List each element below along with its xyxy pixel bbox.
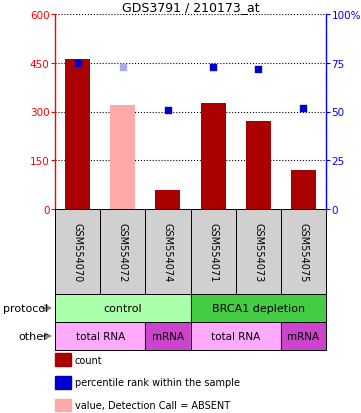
Text: count: count xyxy=(75,355,103,365)
Bar xyxy=(55,322,145,350)
Bar xyxy=(156,190,180,209)
Title: GDS3791 / 210173_at: GDS3791 / 210173_at xyxy=(122,1,259,14)
Bar xyxy=(55,294,191,322)
Text: control: control xyxy=(104,303,142,313)
Bar xyxy=(191,294,326,322)
Bar xyxy=(110,106,135,209)
Text: other: other xyxy=(18,331,48,341)
Text: BRCA1 depletion: BRCA1 depletion xyxy=(212,303,305,313)
Text: GSM554074: GSM554074 xyxy=(163,222,173,281)
Bar xyxy=(201,104,226,209)
Point xyxy=(210,64,216,71)
Text: percentile rank within the sample: percentile rank within the sample xyxy=(75,377,240,387)
Point xyxy=(165,107,171,114)
Bar xyxy=(191,322,281,350)
Bar xyxy=(246,122,271,209)
Bar xyxy=(281,322,326,350)
Point xyxy=(300,105,306,112)
Text: GSM554075: GSM554075 xyxy=(299,222,308,282)
Text: GSM554070: GSM554070 xyxy=(73,222,83,281)
Bar xyxy=(65,60,90,209)
Point xyxy=(255,66,261,73)
Text: GSM554071: GSM554071 xyxy=(208,222,218,281)
Bar xyxy=(291,171,316,209)
Text: protocol: protocol xyxy=(3,303,48,313)
Text: GSM554072: GSM554072 xyxy=(118,222,128,282)
Text: mRNA: mRNA xyxy=(152,331,184,341)
Text: GSM554073: GSM554073 xyxy=(253,222,263,281)
Text: total RNA: total RNA xyxy=(211,331,260,341)
Point xyxy=(75,60,81,67)
Point xyxy=(120,64,126,71)
Bar xyxy=(145,322,191,350)
Text: total RNA: total RNA xyxy=(75,331,125,341)
Text: value, Detection Call = ABSENT: value, Detection Call = ABSENT xyxy=(75,400,230,410)
Text: mRNA: mRNA xyxy=(287,331,319,341)
